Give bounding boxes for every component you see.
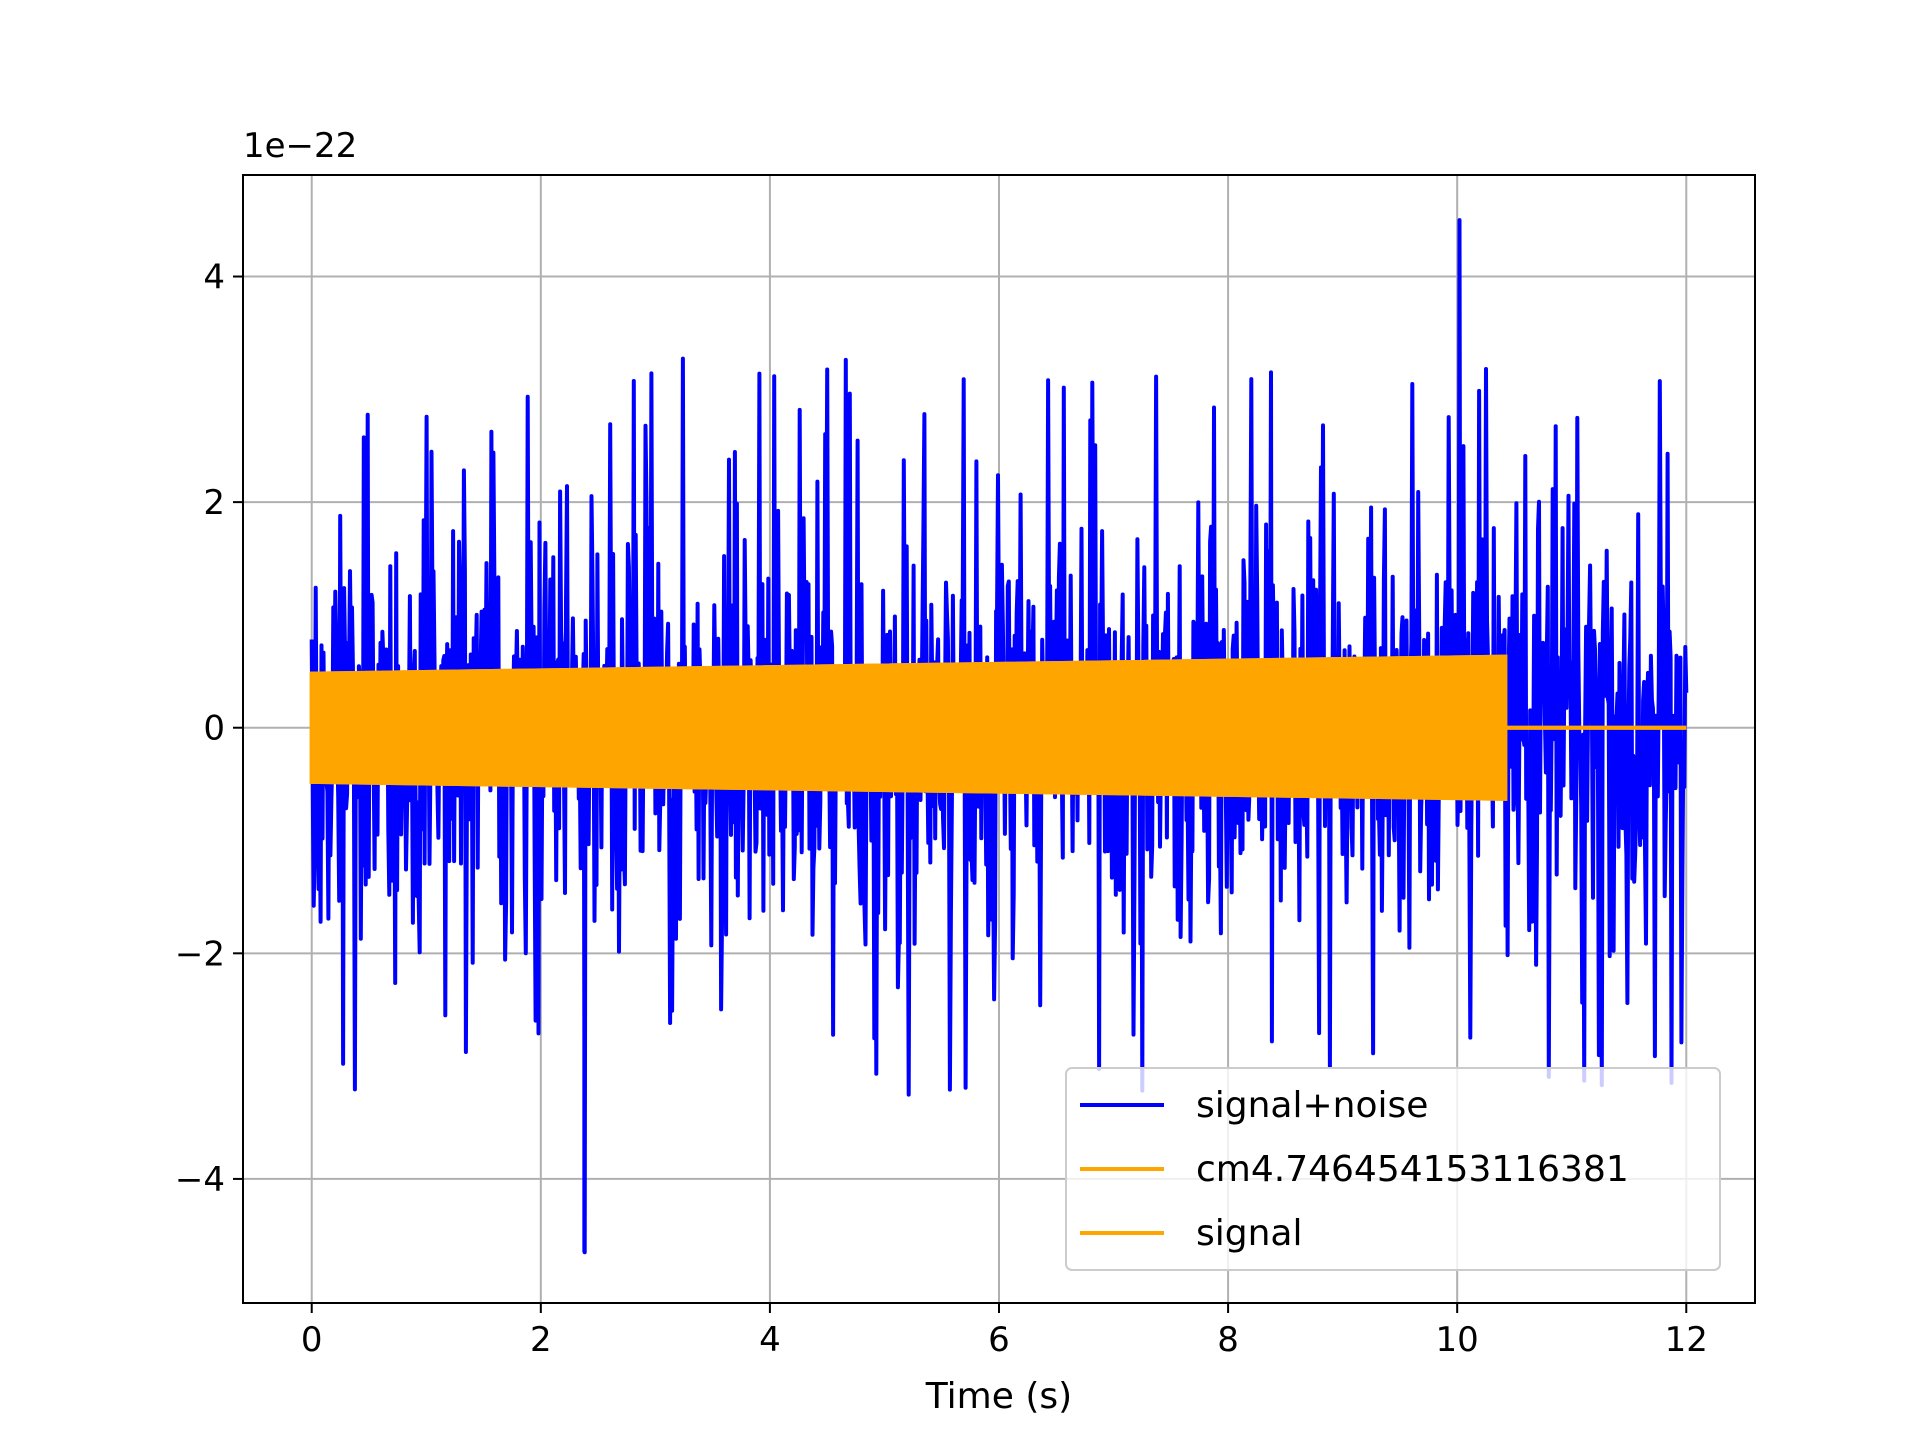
legend-entry-cm: cm4.746454153116381 xyxy=(1196,1149,1629,1190)
x-tick-label: 10 xyxy=(1436,1320,1479,1360)
x-tick-label: 4 xyxy=(759,1320,781,1360)
plot-area xyxy=(309,218,1689,1255)
series-signal xyxy=(309,654,1687,801)
y-tick-label: 0 xyxy=(203,709,225,749)
y-offset-label: 1e−22 xyxy=(243,126,357,166)
x-tick-label: 0 xyxy=(301,1320,323,1360)
y-tick-label: −2 xyxy=(175,934,225,974)
x-tick-label: 8 xyxy=(1217,1320,1239,1360)
y-tick-label: 2 xyxy=(203,483,225,523)
x-tick-label: 2 xyxy=(530,1320,552,1360)
legend-box xyxy=(1065,1067,1721,1271)
y-tick-label: −4 xyxy=(175,1160,225,1200)
legend-entry-signal: signal xyxy=(1196,1213,1303,1254)
x-tick-label: 12 xyxy=(1665,1320,1708,1360)
legend: signal+noise cm4.746454153116381 signal xyxy=(1065,1067,1721,1271)
x-tick-label: 6 xyxy=(988,1320,1010,1360)
y-tick-label: 4 xyxy=(203,258,225,298)
legend-entry-signal-noise: signal+noise xyxy=(1196,1085,1428,1126)
ticks: 0 2 4 6 8 10 12 −4 −2 0 2 4 xyxy=(175,258,1708,1360)
series-segment-oscillation xyxy=(309,654,1508,801)
x-axis-label: Time (s) xyxy=(925,1376,1072,1417)
